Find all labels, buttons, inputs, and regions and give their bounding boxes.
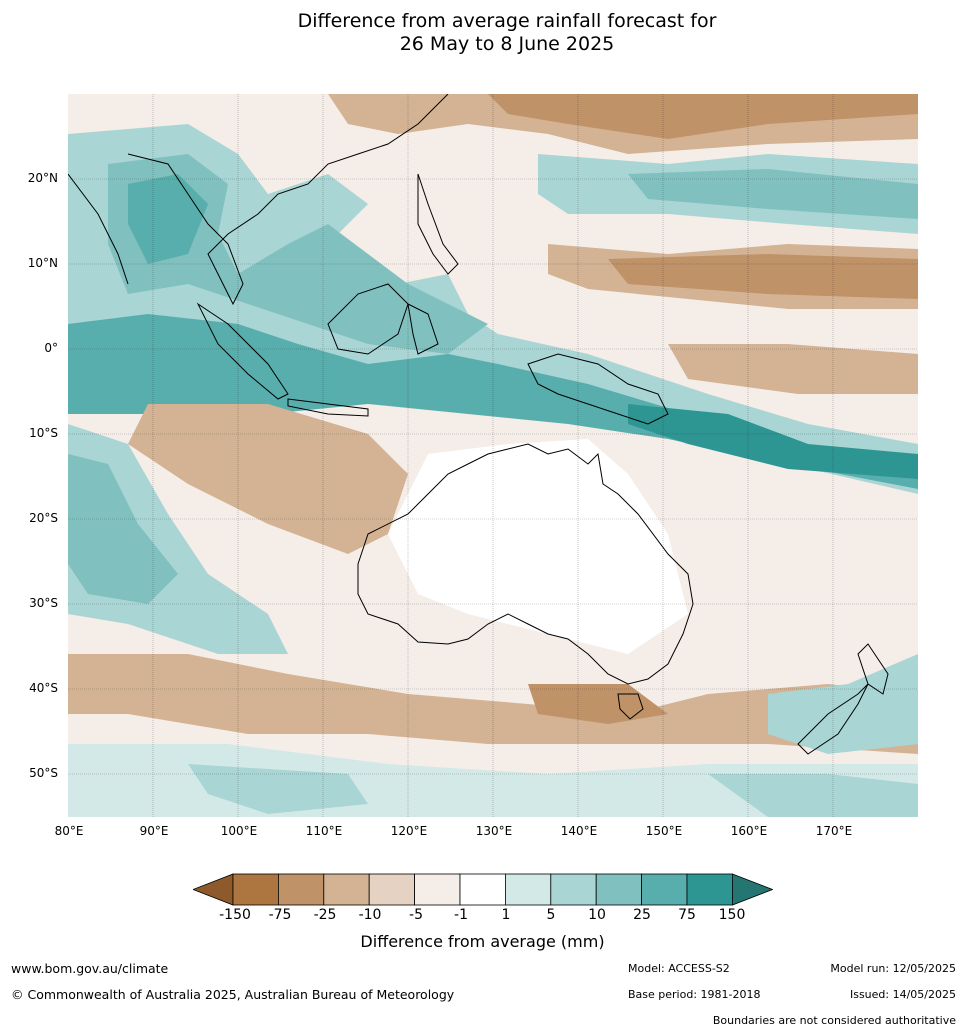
- colorbar-swatch: [368, 873, 415, 906]
- region-dry-indian-ocean: [128, 404, 408, 554]
- borneo-coastline: [327, 283, 409, 355]
- colorbar-tick-8: 10: [588, 907, 606, 923]
- new-zealand-south-island: [797, 683, 869, 755]
- sulawesi-coastline: [407, 303, 439, 355]
- region-dry-equatorial-pacific: [668, 344, 918, 394]
- region-wet-south-indian-core: [68, 454, 178, 604]
- colorbar-tick-2: -25: [313, 907, 337, 923]
- colorbar-swatch: [504, 873, 552, 906]
- colorbar-tick-0: -150: [219, 907, 251, 923]
- colorbar-tick-11: 150: [718, 907, 746, 923]
- region-wet-southern-patch: [188, 764, 368, 814]
- map-title-line-1: Difference from average rainfall forecas…: [297, 10, 717, 32]
- lon-label-160e: 160°E: [730, 824, 768, 838]
- lon-label-120e: 120°E: [390, 824, 428, 838]
- colorbar-swatch: [278, 873, 325, 906]
- map-canvas: [68, 94, 918, 817]
- colorbar-swatch: [414, 873, 461, 906]
- model-run-date: Model run: 12/05/2025: [830, 962, 956, 975]
- colorbar-tick-7: 5: [546, 907, 556, 923]
- mainland-asia-coastline: [127, 94, 449, 306]
- colorbar-label: Difference from average (mm): [360, 932, 605, 951]
- map-title: Difference from average rainfall forecas…: [0, 10, 965, 56]
- lon-label-80e: 80°E: [54, 824, 84, 838]
- website-url: www.bom.gov.au/climate: [11, 961, 169, 976]
- issued-date: Issued: 14/05/2025: [849, 988, 956, 1001]
- india-coastline: [68, 173, 129, 285]
- colorbar-swatch: [323, 873, 370, 906]
- region-wet-coral-sea: [628, 404, 918, 479]
- region-wet-bengal: [128, 174, 208, 264]
- australia-coastline: [357, 443, 694, 685]
- lat-label-20s: 20°S: [29, 511, 58, 525]
- lon-label-140e: 140°E: [560, 824, 598, 838]
- lat-label-10n: 10°N: [27, 256, 58, 270]
- new-zealand-north-island: [857, 643, 889, 695]
- lat-label-20n: 20°N: [27, 171, 58, 185]
- java-coastline: [287, 398, 369, 417]
- lon-label-100e: 100°E: [220, 824, 258, 838]
- lat-label-30s: 30°S: [29, 596, 58, 610]
- region-dry-north-core: [488, 94, 918, 139]
- region-wet-north-pacific-core: [628, 169, 918, 219]
- rainfall-anomaly-map: [68, 94, 918, 817]
- new-guinea-coastline: [527, 353, 669, 425]
- tasmania-coastline: [617, 693, 644, 720]
- colorbar-tick-6: 1: [501, 907, 511, 923]
- sumatra-coastline: [196, 302, 289, 400]
- lon-label-130e: 130°E: [475, 824, 513, 838]
- colorbar-swatch: [686, 873, 733, 906]
- colorbar-swatch: [550, 873, 597, 906]
- boundary-disclaimer: Boundaries are not considered authoritat…: [712, 1014, 956, 1027]
- lon-label-170e: 170°E: [815, 824, 853, 838]
- colorbar-tick-10: 75: [678, 907, 696, 923]
- coastlines: [68, 94, 889, 755]
- map-title-line-2: 26 May to 8 June 2025: [399, 33, 615, 55]
- model-name: Model: ACCESS-S2: [628, 962, 730, 975]
- lon-label-150e: 150°E: [645, 824, 683, 838]
- lon-label-90e: 90°E: [139, 824, 169, 838]
- colorbar-tick-3: -10: [358, 907, 382, 923]
- copyright-text: © Commonwealth of Australia 2025, Austra…: [11, 987, 455, 1002]
- region-wet-southern-patch-east: [708, 774, 918, 817]
- graticule: [68, 94, 918, 817]
- lat-label-0: 0°: [44, 341, 58, 355]
- base-period: Base period: 1981-2018: [628, 988, 761, 1001]
- colorbar: [193, 873, 773, 906]
- colorbar-tick-1: -75: [268, 907, 292, 923]
- philippines-coastline: [417, 173, 459, 275]
- colorbar-extend-low: [193, 873, 234, 906]
- colorbar-swatch: [595, 873, 643, 906]
- region-neutral-australia: [388, 439, 688, 654]
- colorbar-swatch: [459, 873, 506, 906]
- region-dry-pacific-10n-core: [608, 254, 918, 299]
- colorbar-tick-5: -1: [454, 907, 468, 923]
- lon-label-110e: 110°E: [305, 824, 343, 838]
- colorbar-extend-high: [732, 873, 773, 906]
- colorbar-swatch: [641, 873, 688, 906]
- colorbar-tick-4: -5: [409, 907, 423, 923]
- region-dry-southern-ocean: [68, 654, 918, 754]
- colorbar-swatch: [232, 873, 279, 906]
- lat-label-50s: 50°S: [29, 766, 58, 780]
- lat-label-40s: 40°S: [29, 681, 58, 695]
- colorbar-tick-9: 25: [633, 907, 651, 923]
- lat-label-10s: 10°S: [29, 426, 58, 440]
